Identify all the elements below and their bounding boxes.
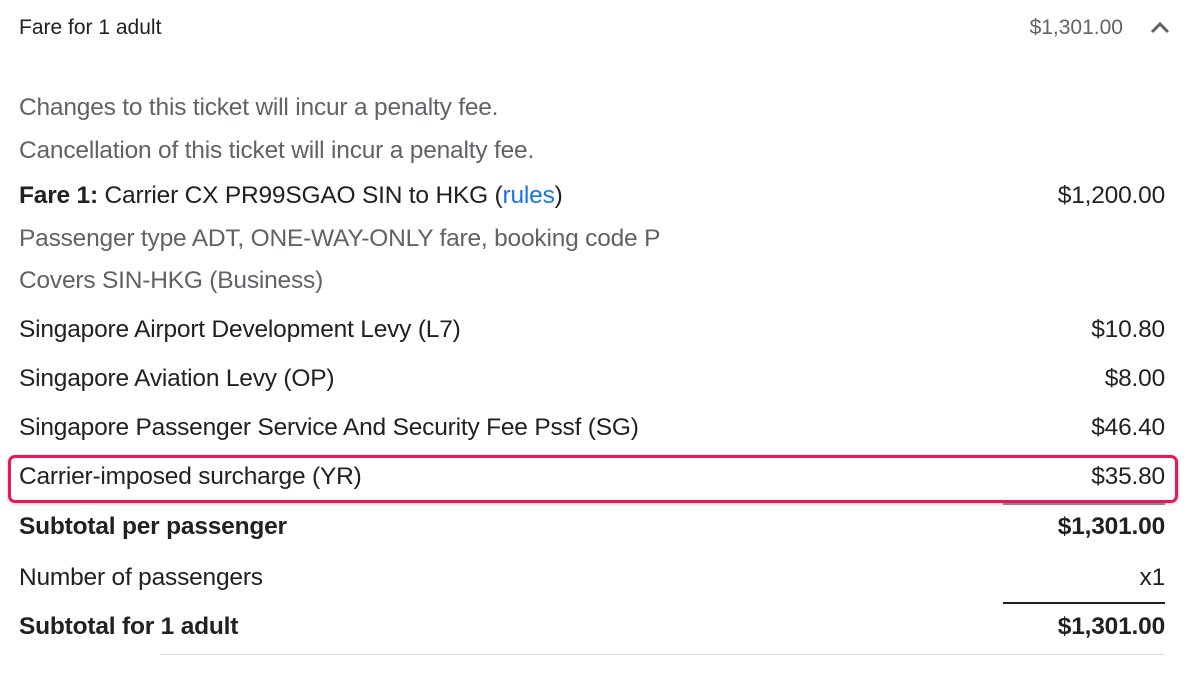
highlight-box [8,455,1178,503]
subtotal-label: Subtotal per passenger [19,513,287,540]
fare-paren: ) [554,182,563,209]
fare-label: Fare 1: [19,182,98,209]
total-divider [1003,602,1165,604]
fare-detail: Passenger type ADT, ONE-WAY-ONLY fare, b… [19,219,1165,259]
fare-amount: $1,200.00 [1057,182,1165,209]
chevron-up-icon[interactable] [1150,20,1170,34]
section-divider [160,654,1165,655]
fare-detail-text: Covers SIN-HKG (Business) [19,267,324,294]
fare-carrier: Carrier CX PR99SGAO SIN to HKG ( [97,182,503,209]
subtotal-total-row: Subtotal for 1 adult $1,301.00 [19,607,1165,647]
passenger-count-value: x1 [1139,564,1166,591]
subtotal-per-passenger-row: Subtotal per passenger $1,301.00 [19,507,1165,547]
tax-label: Singapore Passenger Service And Security… [19,414,639,441]
fare-row: Fare 1: Carrier CX PR99SGAO SIN to HKG (… [19,176,1165,216]
cancel-penalty-note: Cancellation of this ticket will incur a… [19,131,1165,171]
fare-header-price: $1,301.00 [1029,16,1123,39]
tax-row-highlighted: Carrier-imposed surcharge (YR) $35.80 [19,457,1165,497]
tax-row: Singapore Airport Development Levy (L7) $… [19,310,1165,350]
tax-row: Singapore Passenger Service And Security… [19,408,1165,448]
fare-detail: Covers SIN-HKG (Business) [19,261,1165,301]
tax-amount: $46.40 [1091,414,1165,441]
passenger-count-label: Number of passengers [19,564,263,591]
subtotal-amount: $1,301.00 [1057,513,1165,540]
tax-amount: $10.80 [1091,316,1165,343]
note-text: Changes to this ticket will incur a pena… [19,94,499,121]
tax-label: Singapore Aviation Levy (OP) [19,365,335,392]
subtotal-total-label: Subtotal for 1 adult [19,613,239,640]
fare-description: Fare 1: Carrier CX PR99SGAO SIN to HKG (… [19,182,563,210]
tax-label: Carrier-imposed surcharge (YR) [19,463,362,490]
subtotal-divider [1003,503,1165,505]
fare-header-title: Fare for 1 adult [19,16,162,39]
tax-amount: $35.80 [1091,463,1165,490]
rules-link[interactable]: rules [502,182,555,209]
change-penalty-note: Changes to this ticket will incur a pena… [19,88,1165,128]
tax-label: Singapore Airport Development Levy (L7) [19,316,461,343]
note-text: Cancellation of this ticket will incur a… [19,137,535,164]
passenger-count-row: Number of passengers x1 [19,558,1165,598]
fare-detail-text: Passenger type ADT, ONE-WAY-ONLY fare, b… [19,225,661,252]
tax-amount: $8.00 [1104,365,1166,392]
subtotal-total-amount: $1,301.00 [1057,613,1165,640]
tax-row: Singapore Aviation Levy (OP) $8.00 [19,359,1165,399]
